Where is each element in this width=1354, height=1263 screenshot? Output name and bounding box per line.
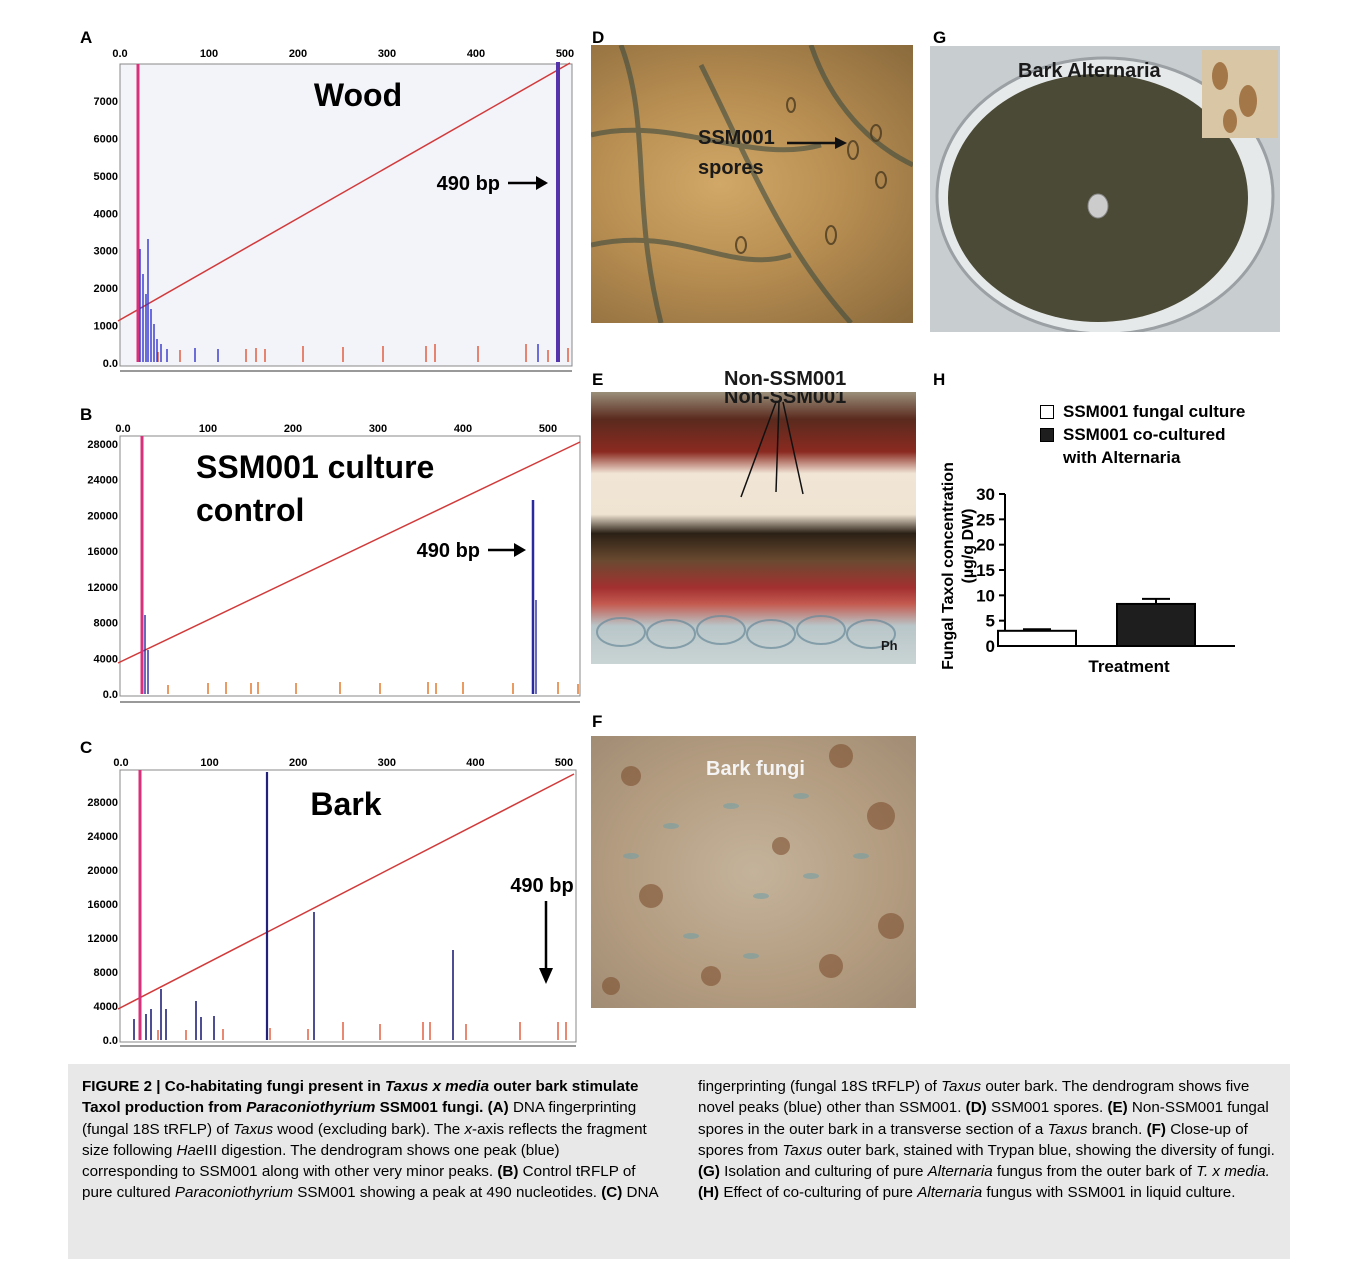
arrow-d [787,137,847,149]
x-tick-label-b: 400 [454,423,472,435]
y-tick-label-a: 2000 [94,283,118,295]
y-tick-label-h: 25 [976,510,995,529]
label-e-top: Non-SSM001 [724,368,847,390]
chart-h: Fungal Taxol concentration (µg/g DW) 30 2… [940,462,1235,676]
y-tick-label-b: 24000 [87,475,118,487]
figure-caption: FIGURE 2 | Co-habitating fungi present i… [68,1064,1290,1259]
x-tick-label-c: 200 [289,757,307,769]
legend-label-1: SSM001 fungal culture [1063,402,1246,421]
y-tick-label-c: 24000 [87,831,118,843]
x-tick-label-a: 500 [556,48,574,60]
plot-area-a [119,63,573,367]
photo-d: SSM001 spores [591,45,913,323]
bar-1 [997,629,1077,648]
ylabel-h-line2: (µg/g DW) [960,509,977,584]
y-tick-label-c: 16000 [87,899,118,911]
y-tick-label-b: 4000 [94,653,118,665]
chart-a: 0.0 100 200 300 400 500 7000 6000 5000 4000 3000 2… [94,48,574,372]
x-tick-label-a: 100 [200,48,218,60]
orange-peaks-b [167,682,579,694]
panel-letter-h: H [933,370,946,389]
y-tick-label-h: 15 [976,561,995,580]
x-tick-label-c: 300 [378,757,396,769]
y-tick-label-h: 20 [976,536,995,555]
orange-peaks-a [157,344,569,362]
panel-letter-c: C [80,738,93,757]
y-tick-label-a: 7000 [94,96,118,108]
x-tick-label-b: 200 [284,423,302,435]
calibration-line-b [117,441,581,664]
x-tick-label-b: 500 [539,423,557,435]
legend-swatch-1 [1040,405,1054,419]
label-e-ph: Ph [881,638,898,653]
title-b-line2: control [196,492,304,528]
label-d-line1: SSM001 [698,127,775,149]
y-tick-label-c: 12000 [87,933,118,945]
x-tick-label-a: 0.0 [112,48,127,60]
y-tick-label-c: 28000 [87,797,118,809]
y-tick-label-c: 8000 [94,967,118,979]
title-c: Bark [310,786,381,822]
title-b-line1: SSM001 culture [196,449,434,485]
y-tick-label-c: 20000 [87,865,118,877]
y-tick-label-a: 4000 [94,208,118,220]
y-tick-label-h: 10 [976,586,995,605]
chart-c: 0.0 100 200 300 400 500 28000 24000 20000 16000 1… [87,757,577,1047]
x-tick-label-c: 400 [466,757,484,769]
y-tick-label-h: 0 [986,637,995,656]
orange-peaks-c [157,1022,567,1040]
y-tick-label-b: 12000 [87,582,118,594]
panel-letter-e: E [592,370,604,389]
bar-2 [1116,602,1196,648]
photo-g: Bark Alternaria [930,46,1280,332]
label-f: Bark fungi [706,758,805,780]
x-tick-label-c: 0.0 [113,757,128,769]
y-tick-label-a: 0.0 [103,358,118,370]
y-tick-label-c: 4000 [94,1001,118,1013]
arrow-label-c: 490 bp [510,875,573,897]
ylabel-h-line1: Fungal Taxol concentration [940,462,957,670]
arrow-label-b: 490 bp [417,540,480,562]
x-tick-label-b: 100 [199,423,217,435]
panel-letter-f: F [592,712,603,731]
arrow-label-a: 490 bp [437,173,500,195]
calibration-line-a [117,62,571,322]
x-tick-label-c: 100 [200,757,218,769]
legend-label-2: SSM001 co-cultured [1063,425,1226,444]
legend-label-3: with Alternaria [1063,448,1181,467]
y-tick-label-c: 0.0 [103,1035,118,1047]
caption-title: FIGURE 2 | Co-habitating fungi present i… [82,1078,639,1117]
panel-letter-b: B [80,405,93,424]
y-tick-label-b: 0.0 [103,689,118,701]
x-tick-label-a: 300 [378,48,396,60]
photo-f: Bark fungi [591,736,916,1008]
y-tick-label-a: 6000 [94,133,118,145]
panel-letter-a: A [80,28,93,47]
panel-letter-g: G [933,28,947,47]
photo-e: Non-SSM001 Ph [591,392,916,664]
y-tick-label-h: 30 [976,485,995,504]
x-tick-label-a: 200 [289,48,307,60]
y-tick-label-h: 5 [986,612,995,631]
label-d-line2: spores [698,157,764,179]
label-g: Bark Alternaria [1018,60,1161,82]
label-e: Non-SSM001 [724,392,847,408]
x-tick-label-b: 0.0 [115,423,130,435]
x-tick-label-b: 300 [369,423,387,435]
y-tick-label-a: 1000 [94,321,118,333]
y-tick-label-b: 16000 [87,546,118,558]
panel-letter-d: D [592,28,605,47]
x-tick-label-c: 500 [555,757,573,769]
y-tick-label-b: 8000 [94,618,118,630]
calibration-line-c [117,773,575,1010]
y-tick-label-a: 3000 [94,246,118,258]
y-tick-label-b: 28000 [87,439,118,451]
title-a: Wood [314,77,402,113]
y-tick-label-b: 20000 [87,510,118,522]
xlabel-h: Treatment [1088,657,1170,676]
chart-b: 0.0 100 200 300 400 500 28000 24000 20000 16000 1… [87,423,581,703]
y-tick-label-a: 5000 [94,171,118,183]
legend-swatch-2 [1040,428,1054,442]
x-tick-label-a: 400 [467,48,485,60]
